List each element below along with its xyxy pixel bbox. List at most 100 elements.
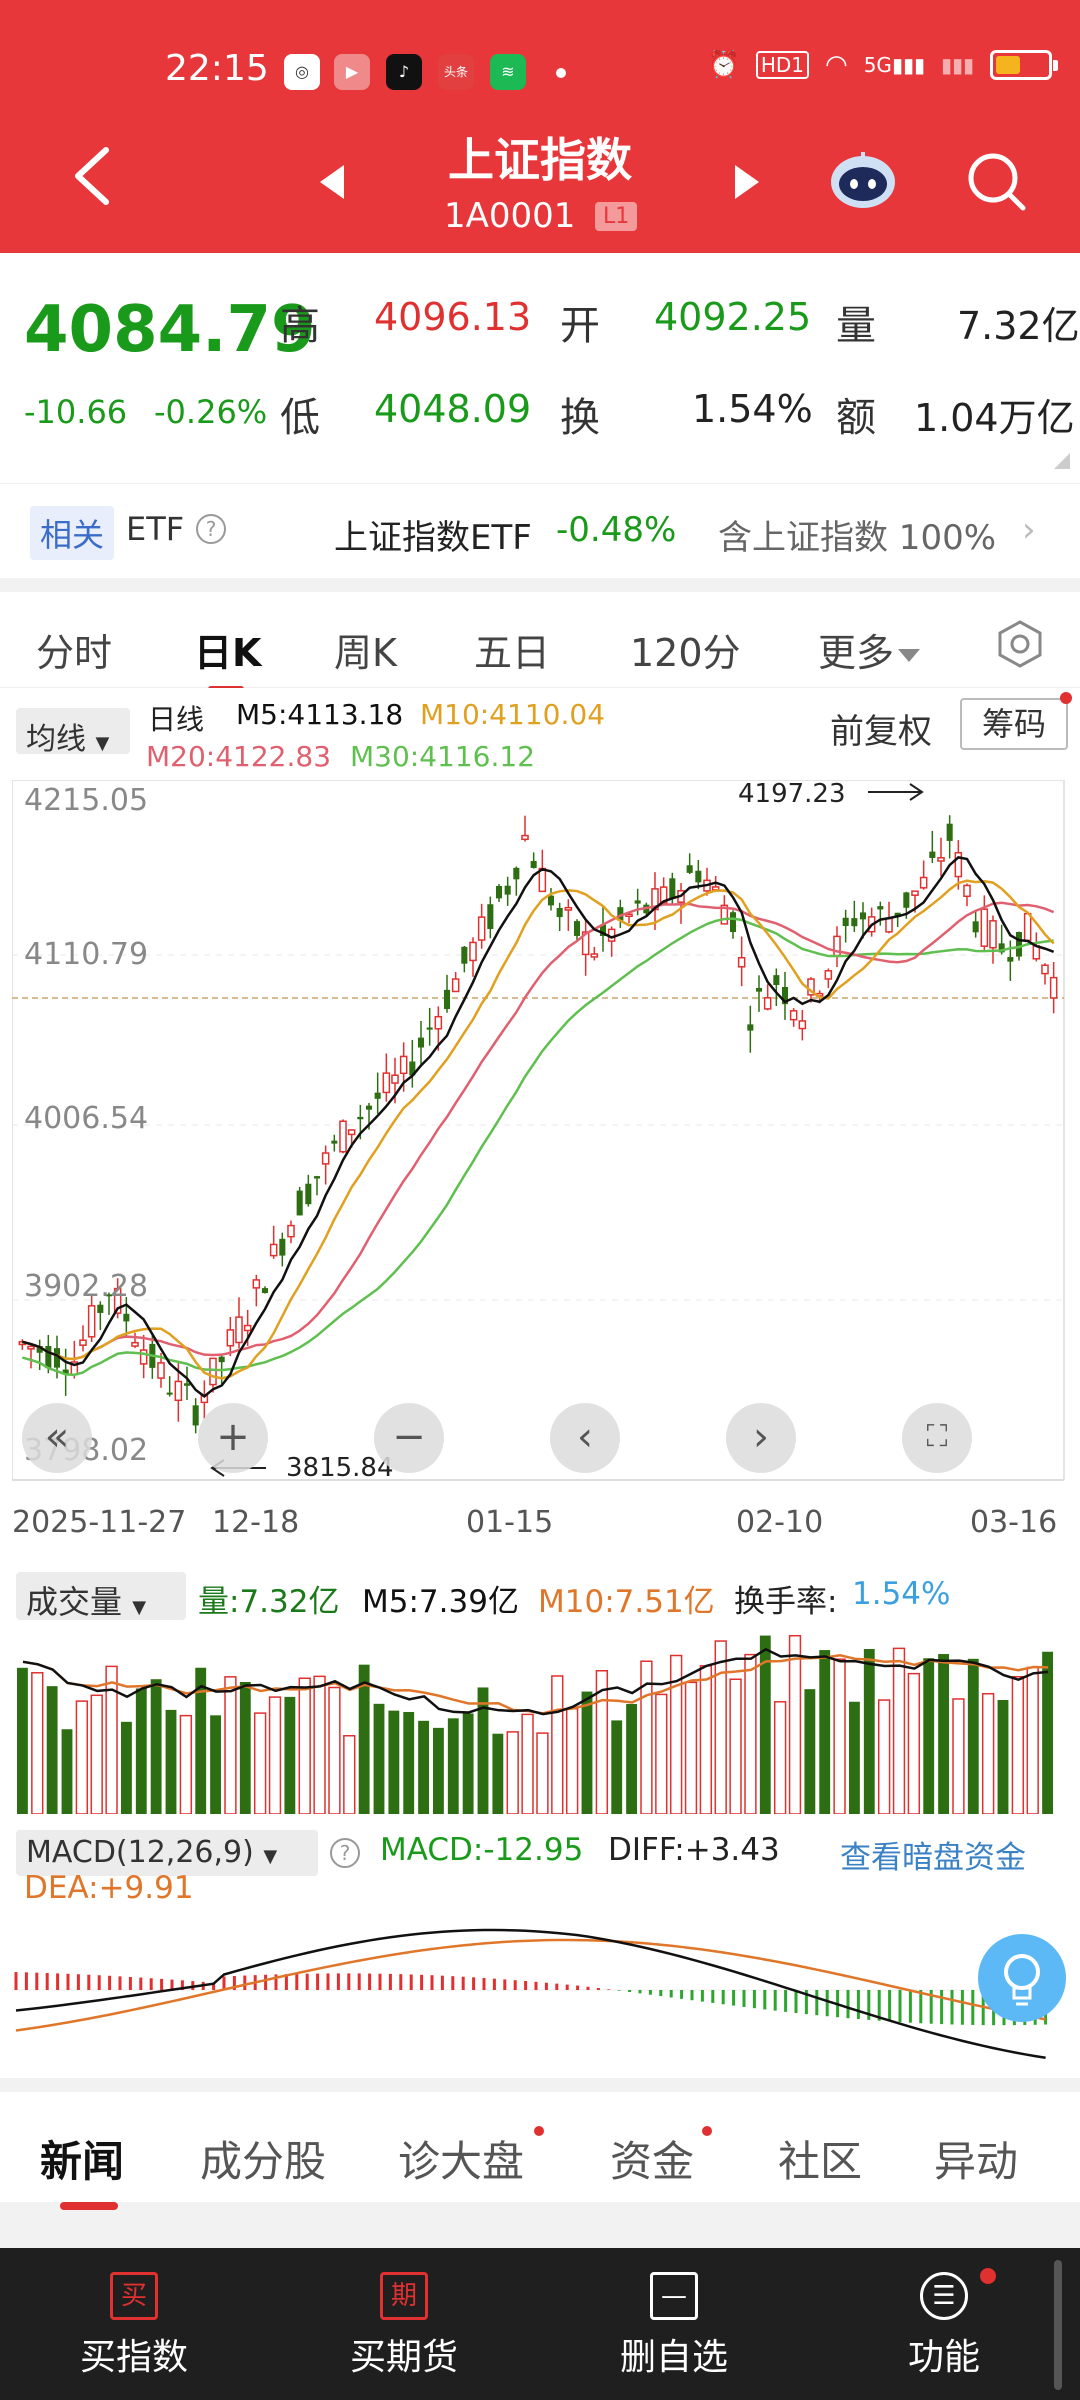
volume-bar [565, 1707, 579, 1814]
robot-assistant-icon[interactable] [828, 148, 898, 210]
candle-body [174, 1380, 183, 1402]
zoom-out-far-icon[interactable]: « [22, 1403, 92, 1473]
volume-bar [447, 1718, 459, 1814]
candle-body [634, 900, 641, 904]
current-price: 4084.79 [24, 293, 316, 367]
volume-value: 7.32亿 [957, 304, 1080, 348]
candle-body [131, 1341, 139, 1347]
candle-body [894, 912, 901, 918]
ma-selector[interactable]: 均线 ▼ [16, 708, 130, 757]
volume-bar [788, 1634, 802, 1814]
chip-button[interactable]: 筹码 [960, 698, 1068, 750]
expand-corner-icon[interactable] [1054, 453, 1070, 469]
tab-weekly-k[interactable]: 周K [334, 631, 397, 675]
candle-body [695, 870, 702, 883]
candle-body [192, 1405, 199, 1426]
scroll-left-icon[interactable]: ‹ [550, 1403, 620, 1473]
volume-bar [121, 1721, 132, 1814]
candle-body [62, 1369, 69, 1375]
volume-bar [581, 1691, 593, 1814]
candle-body [226, 1329, 235, 1347]
buy-futures-button[interactable]: 期 买期货 [304, 2272, 504, 2380]
candle-group [18, 815, 1058, 1434]
alarm-icon: ⏰ [707, 50, 740, 80]
candle-body [451, 978, 460, 993]
tab-five-day[interactable]: 五日 [474, 631, 551, 675]
functions-button[interactable]: ☰ 功能 [844, 2272, 1044, 2380]
tab-more[interactable]: 更多 [818, 622, 921, 677]
tab-community[interactable]: 社区 [778, 2137, 863, 2186]
candle-body [903, 892, 910, 908]
candle-body [296, 1190, 303, 1216]
candle-body [218, 1356, 225, 1363]
candle-body [495, 885, 503, 899]
fullscreen-icon[interactable]: ⛶ [902, 1403, 972, 1473]
volume-bar [669, 1654, 683, 1814]
candle-body [409, 1061, 416, 1076]
volume-indicator-selector[interactable]: 成交量 ▼ [16, 1572, 186, 1621]
candle-body [426, 1027, 433, 1030]
open-label: 开 [560, 303, 600, 349]
tab-funds[interactable]: 资金 [610, 2137, 695, 2186]
buy-index-button[interactable]: 买 买指数 [34, 2272, 234, 2380]
candle-body [313, 1176, 321, 1179]
candle-body [382, 1072, 391, 1094]
volume-m5: M5:7.39亿 [362, 1584, 519, 1620]
candle-body [417, 1037, 425, 1048]
related-etf-row[interactable]: 相关 ETF ? 上证指数ETF -0.48% 含上证指数 100% › [0, 483, 1080, 578]
volume-bar [179, 1714, 193, 1814]
kline-chart[interactable]: 4215.05 4110.79 4006.54 3902.28 3798.02 … [12, 780, 1076, 1480]
prev-stock-icon[interactable] [320, 165, 344, 199]
candle-body [686, 865, 693, 873]
low-label: 低 [280, 395, 320, 441]
volume-bar [433, 1727, 444, 1814]
dark-pool-link[interactable]: 查看暗盘资金 [840, 1840, 1026, 1876]
tab-daily-k[interactable]: 日K [194, 631, 262, 675]
tab-diagnosis[interactable]: 诊大盘 [398, 2137, 525, 2186]
functions-label: 功能 [907, 2337, 980, 2378]
candle-body [321, 1152, 330, 1165]
tab-movement[interactable]: 异动 [934, 2137, 1019, 2186]
candle-body [789, 1010, 798, 1021]
app-header: 22:15 ◎ ▶ ♪ 头条 ≋ ⏰ HD1 ◠ 5G▮▮▮ ▮▮▮ 上证指数 … [0, 0, 1080, 253]
volume-bar [403, 1711, 415, 1814]
macd-indicator-selector[interactable]: MACD(12,26,9) ▼ [16, 1830, 318, 1876]
volume-bar [773, 1701, 787, 1814]
chevron-right-icon[interactable]: › [1022, 510, 1036, 550]
tab-news[interactable]: 新闻 [40, 2137, 125, 2186]
settings-icon[interactable] [996, 620, 1044, 668]
scrollbar[interactable] [1054, 2260, 1062, 2390]
volume-bar [75, 1700, 89, 1814]
candle-body [937, 857, 945, 862]
candle-body [139, 1349, 148, 1365]
candle-body [469, 941, 477, 962]
ma5-line [22, 856, 1055, 1398]
back-icon[interactable] [70, 146, 114, 206]
macd-bar-group [14, 1972, 1048, 2026]
etf-pct: -0.48% [556, 510, 677, 550]
zoom-out-icon[interactable]: − [374, 1403, 444, 1473]
turnover-value: 1.54% [692, 387, 813, 431]
candle-body [573, 921, 581, 936]
volume-bar [729, 1678, 742, 1814]
related-tag: 相关 [30, 506, 115, 560]
tab-constituents[interactable]: 成分股 [200, 2137, 327, 2186]
help-icon[interactable]: ? [196, 514, 226, 544]
tab-120min[interactable]: 120分 [630, 631, 741, 675]
turnover-rate-value: 1.54% [852, 1576, 951, 1612]
candle-body [669, 878, 676, 899]
candle-body [157, 1362, 165, 1379]
zoom-in-icon[interactable]: + [198, 1403, 268, 1473]
remove-watchlist-button[interactable]: — 删自选 [574, 2272, 774, 2380]
macd-help-icon[interactable]: ? [330, 1838, 360, 1868]
scroll-right-icon[interactable]: › [726, 1403, 796, 1473]
volume-m5-line [22, 1647, 1049, 1716]
chevron-down-icon: ▼ [132, 1597, 147, 1618]
adjust-mode-label[interactable]: 前复权 [830, 712, 932, 752]
search-icon[interactable] [965, 150, 1027, 212]
next-stock-icon[interactable] [735, 165, 759, 199]
lightbulb-icon[interactable] [978, 1934, 1066, 2022]
tab-minute[interactable]: 分时 [36, 631, 113, 675]
volume-bar [17, 1667, 28, 1814]
candle-body [773, 975, 780, 985]
